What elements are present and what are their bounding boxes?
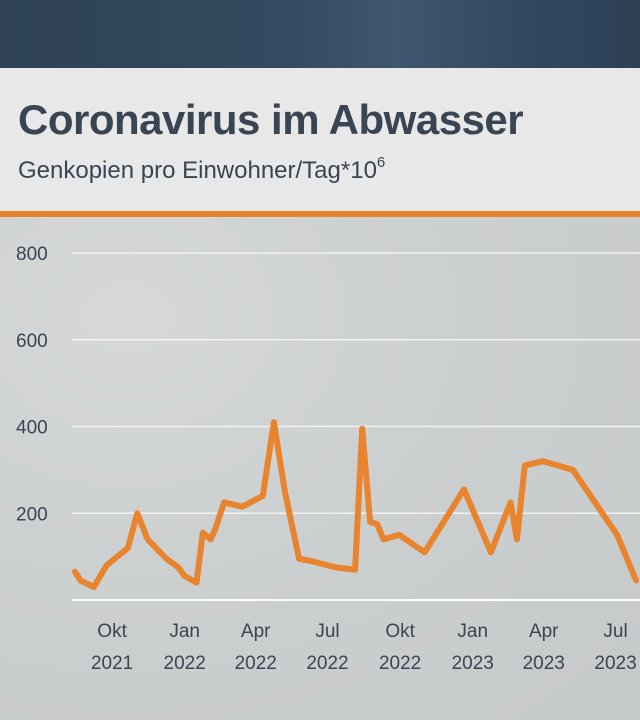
x-tick-year: 2022: [379, 653, 421, 674]
y-tick-label: 800: [16, 244, 48, 265]
chart-title: Coronavirus im Abwasser: [18, 96, 524, 143]
y-tick-label: 200: [16, 504, 48, 525]
subtitle-exponent: 6: [376, 154, 386, 171]
chart-header: Coronavirus im Abwasser Genkopien pro Ei…: [0, 68, 640, 211]
x-tick-year: 2023: [523, 653, 565, 674]
x-tick-month: Jul: [603, 621, 627, 642]
x-tick-month: Apr: [529, 621, 559, 642]
x-tick-month: Apr: [241, 621, 271, 642]
x-tick-month: Okt: [97, 621, 127, 642]
y-tick-label: 600: [16, 331, 48, 352]
x-tick-month: Jan: [169, 621, 200, 642]
top-band: [0, 0, 640, 68]
x-tick-month: Okt: [385, 621, 415, 642]
x-tick-year: 2023: [594, 653, 636, 674]
subtitle-text: Genkopien pro Einwohner/Tag*10: [18, 157, 377, 184]
x-tick-month: Jan: [457, 621, 488, 642]
chart-subtitle: Genkopien pro Einwohner/Tag*106: [18, 154, 386, 185]
series-line: [72, 419, 640, 590]
plot-area: 800 600 400 200 Okt 2021 Jan 2022 Apr 2022 Jul 2022…: [0, 217, 640, 720]
x-tick-year: 2023: [452, 653, 494, 674]
x-tick-month: Jul: [315, 621, 339, 642]
y-tick-label: 400: [16, 418, 48, 439]
x-tick-year: 2022: [235, 653, 277, 674]
line-chart: 800 600 400 200 Okt 2021 Jan 2022 Apr 2022 Jul 2022…: [16, 244, 640, 674]
x-tick-year: 2022: [306, 653, 348, 674]
x-tick-year: 2021: [91, 653, 133, 674]
x-tick-year: 2022: [164, 653, 206, 674]
accent-line: [0, 211, 640, 217]
